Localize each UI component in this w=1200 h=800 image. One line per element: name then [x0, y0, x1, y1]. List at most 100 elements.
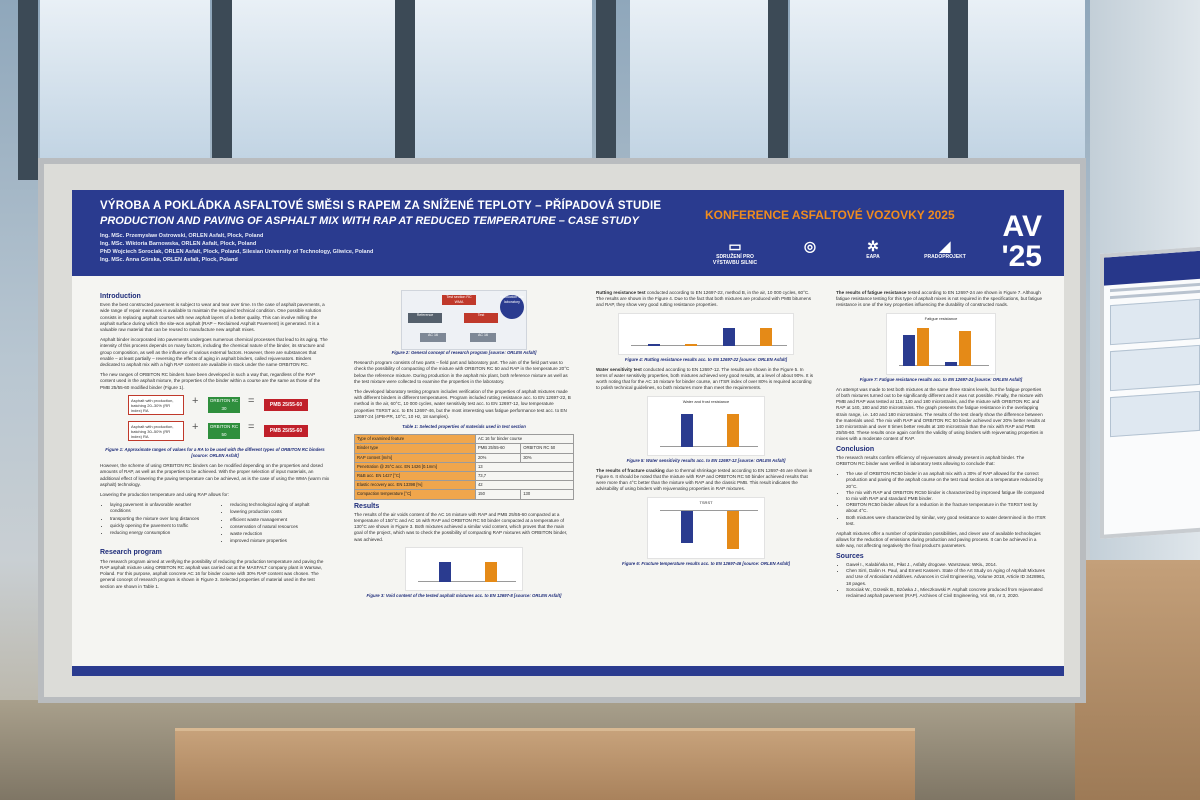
- paragraph: Rutting resistance test conducted accord…: [596, 290, 816, 309]
- chart-bar: [439, 562, 451, 582]
- side-poster-figure: [1110, 344, 1200, 392]
- orbiton-badge: ORBITON RC 30: [208, 396, 240, 413]
- tsrst-chart: TSRST: [647, 496, 765, 559]
- column-results: Rutting resistance test conducted accord…: [596, 290, 816, 660]
- window-pane: [790, 0, 950, 170]
- chart-bar: [945, 361, 957, 366]
- paragraph: The research results confirm efficiency …: [836, 454, 1025, 467]
- section-heading: Sources: [836, 552, 864, 560]
- table-cell: PMB 25/55-60: [474, 443, 522, 454]
- section-heading: Results: [354, 502, 380, 510]
- diagram-node: AC 16: [420, 333, 446, 342]
- eapa-icon: ✲: [867, 238, 879, 254]
- orbiton-badge: ORBITON RC 50: [208, 422, 240, 439]
- pmb-badge: PMB 25/55-60: [264, 398, 308, 411]
- bullet-item: waste reduction: [230, 531, 330, 537]
- table-caption: Table 1: Selected properties of material…: [402, 424, 526, 430]
- paragraph: Research program consists of two parts –…: [354, 360, 570, 384]
- rutting-chart: [618, 312, 794, 355]
- av-year: '25: [1001, 240, 1042, 273]
- logo-label: PRADOPROJEKT: [924, 254, 966, 260]
- table-cell: Type of examined feature: [354, 434, 476, 445]
- bullet-item: laying pavement in unfavorable weather c…: [110, 502, 210, 514]
- paragraph: The results of fracture cracking due to …: [596, 468, 816, 493]
- pradoprojekt-logo: ◢ PRADOPROJEKT: [915, 238, 975, 260]
- paragraph: Lowering the production temperature and …: [100, 492, 229, 498]
- source-item: Sorociak W., Grzesik B., Bzówka J., Miec…: [846, 587, 1046, 599]
- section-heading: Conclusion: [836, 445, 875, 453]
- sources-list: Gaweł I., Kalabińska M., Piłat J., Asfal…: [836, 562, 1046, 599]
- table-cell: ORBITON RC 50: [520, 443, 574, 454]
- chart-bar: [685, 343, 698, 346]
- figure-caption: Figure 5: Water sensitivity results acc.…: [626, 457, 786, 463]
- plus-sign: +: [192, 420, 199, 433]
- figure-caption: Figure 4: Rutting resistance results acc…: [624, 356, 788, 362]
- paragraph-text: due to thermal shrinkage tested accordin…: [596, 467, 813, 492]
- lead-text: Water sensitivity test: [596, 366, 642, 372]
- chart-axis: [899, 364, 989, 366]
- properties-table: Type of examined feature AC 16 for binde…: [354, 434, 575, 500]
- section-heading: Research program: [100, 549, 162, 557]
- chart-bar: [917, 327, 929, 366]
- window-pane: [412, 0, 592, 170]
- bullet-item: ORBITON RC50 binder allows for a reducti…: [846, 502, 1046, 514]
- table-cell: 30%: [520, 452, 574, 463]
- window-mullion: [18, 0, 38, 180]
- sdruzeni-icon: ▭: [728, 238, 742, 254]
- bullet-item: quickly opening the pavement to traffic: [110, 523, 210, 529]
- table-cell: R&B acc. EN 1427 [°C]: [354, 471, 476, 482]
- pmb-badge: PMB 25/55-60: [264, 424, 308, 437]
- table-cell: 130: [520, 489, 574, 500]
- table-row: RAP content [m/m] 20% 30%: [354, 452, 574, 463]
- window-mullion: [768, 0, 788, 180]
- paragraph: The new ranges of ORBITON RC binders hav…: [100, 372, 321, 390]
- chart-bar: [647, 343, 660, 346]
- cs-icon: ◎: [803, 238, 817, 254]
- chart-axis: [660, 509, 758, 511]
- bullet-item: efficient waste management: [230, 517, 330, 523]
- partner-logos: ▭ SDRUŽENÍ PRO VÝSTAVBU SILNIC ◎ ✲ EAPA …: [705, 238, 1035, 268]
- paragraph-text: conducted according to EN 12697-12. The …: [596, 366, 814, 391]
- rap-box: Asphalt with production, batching 30–50%…: [128, 420, 184, 441]
- chart-bar: [727, 510, 739, 549]
- column-introduction: Introduction Even the best constructed p…: [100, 290, 330, 660]
- author: Ing. MSc. Przemysław Ostrowski, ORLEN As…: [100, 233, 264, 239]
- equals-sign: =: [248, 420, 255, 433]
- lead-text: The results of fracture cracking: [596, 467, 665, 473]
- window-mullion: [948, 0, 968, 180]
- table-cell: 150: [474, 489, 522, 500]
- chart-axis: [418, 580, 516, 582]
- source-item: Chen Sirri, Dalim H. Paul, and Ernest Ka…: [846, 568, 1046, 587]
- paragraph-text: conducted according to EN 12697-22, meth…: [596, 290, 811, 308]
- poster-title-cz: VÝROBA A POKLÁDKA ASFALTOVÉ SMĚSI S RAPE…: [100, 200, 662, 212]
- chart-title: Water and frost resistance: [682, 398, 730, 404]
- diagram-node: Test section RC WMA: [442, 295, 476, 305]
- av25-logo: AV '25: [1001, 212, 1042, 272]
- chart-bar: [722, 327, 735, 346]
- lead-text: Rutting resistance test: [596, 290, 646, 295]
- column-conclusion: The results of fatigue resistance tested…: [836, 290, 1046, 660]
- paragraph: The developed laboratory testing program…: [354, 389, 571, 419]
- water-sensitivity-chart: Water and frost resistance: [647, 395, 765, 456]
- conclusion-list: The use of ORBITON RC50 binder in an asp…: [836, 471, 1046, 527]
- diagram-node: AC 16: [470, 333, 496, 342]
- binder-scheme-row: Asphalt with production, batching 30–50%…: [100, 420, 330, 443]
- table-row: Penetration @ 25°C acc. EN 1426 [0.1mm] …: [354, 461, 575, 473]
- bullet-item: conservation of natural resources: [230, 524, 330, 530]
- diagram-node: Reference: [408, 313, 442, 323]
- chart-bar: [485, 561, 497, 582]
- paragraph: The research program aimed at verifying …: [100, 558, 324, 589]
- eapa-logo: ✲ EAPA: [853, 238, 893, 260]
- cs-logo: ◎: [790, 238, 830, 254]
- window-pane: [232, 0, 397, 170]
- author: PhD Wojciech Sorociak, ORLEN Asfalt, Plo…: [100, 249, 374, 255]
- chart-axis: [660, 445, 758, 447]
- chart-bar: [760, 328, 773, 346]
- bullet-item: transporting the mixture over long dista…: [110, 516, 210, 522]
- author: Ing. MSc. Wiktoria Barnowska, ORLEN Asfa…: [100, 241, 257, 247]
- table-row: Compaction temperature [°C] 150 130: [354, 489, 574, 500]
- av-text: AV: [1002, 210, 1042, 243]
- poster-footer-band: [72, 666, 1064, 676]
- benefit-bullets: laying pavement in unfavorable weather c…: [100, 502, 330, 545]
- table-row: Binder type PMB 25/55-60 ORBITON RC 50: [354, 443, 574, 454]
